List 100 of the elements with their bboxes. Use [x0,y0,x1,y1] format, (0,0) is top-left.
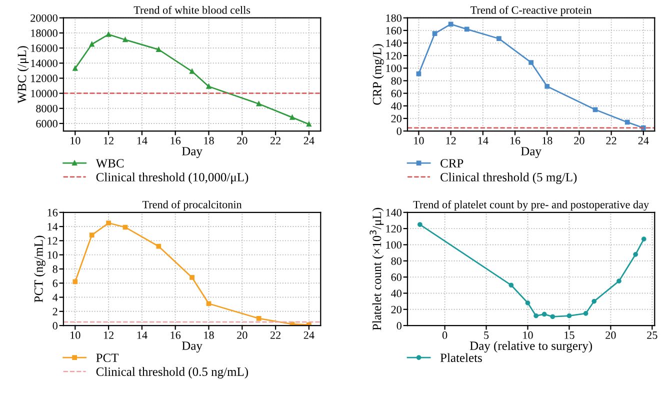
legend-label: Platelets [440,353,482,362]
x-tick-label: 20 [574,136,584,144]
y-tick-label: 4 [52,294,58,302]
y-tick-label: 10 [48,251,58,259]
y-tick-label: 0 [396,127,402,135]
y-tick-label: 20000 [30,14,58,22]
y-tick-label: 100 [386,241,402,249]
legend-label: Clinical threshold (5 mg/L) [440,172,577,184]
y-tick-label: 6 [52,280,58,288]
y-tick-label: 80 [391,257,402,265]
x-tick-label: 16 [170,136,181,144]
point [122,224,128,230]
x-tick-label: 14 [478,136,488,144]
y-tick-label: 120 [386,225,402,233]
x-tick-label: 10 [414,136,424,144]
y-tick-label: 12 [48,237,58,245]
point [156,244,162,249]
x-tick-label: 24 [638,136,649,144]
point [256,101,262,106]
chart-title: Trend of white blood cells [134,6,250,14]
point [583,310,588,316]
x-tick-label: 24 [304,136,314,144]
y-tick-label: 140 [386,208,402,216]
x-axis-title: Day [182,147,202,158]
legend-label: PCT [96,354,119,362]
y-tick-label: 40 [391,290,402,298]
x-tick-label: 24 [304,331,314,339]
point [641,236,646,242]
point [72,279,78,284]
x-tick-label: 12 [446,136,456,144]
legend-label: WBC [96,159,124,168]
x-tick-label: 25 [647,331,658,339]
y-tick-label: 6000 [36,120,58,128]
x-tick-label: 18 [542,136,552,144]
y-tick-label: 160 [386,26,402,34]
x-tick-label: 22 [270,331,280,339]
x-axis-title: Day [182,342,202,353]
x-tick-label: 10 [70,331,80,339]
point [592,298,597,304]
point [89,232,94,238]
legend-label: Clinical threshold (0.5 ng/mL) [96,367,248,379]
x-tick-label: 0 [442,331,448,339]
legend-label: CRP [440,159,464,168]
y-tick-label: 18000 [31,29,58,37]
y-tick-label: 14000 [31,60,58,68]
y-tick-label: 8000 [36,104,58,112]
x-tick-label: 18 [204,331,214,339]
chart-title: Trend of C-reactive protein [470,6,592,16]
x-tick-label: 15 [564,331,574,339]
x-tick-label: 22 [606,136,616,144]
point [616,278,622,284]
x-tick-label: 20 [237,331,248,339]
x-tick-label: 12 [104,331,114,339]
y-tick-label: 60 [391,274,402,282]
point [528,60,534,65]
x-tick-label: 16 [510,136,520,144]
y-tick-label: 40 [391,102,402,110]
y-tick-label: 14 [48,223,58,230]
y-tick-label: 140 [386,39,402,47]
y-tick-label: 20 [391,114,402,122]
x-axis-title: Day [521,147,542,158]
y-tick-label: 0 [396,322,402,330]
x-tick-label: 10 [523,331,533,339]
x-tick-label: 16 [170,331,181,339]
point [190,68,194,74]
y-tick-label: 80 [391,77,402,85]
point [256,316,262,321]
y-tick-label: 0 [52,322,58,330]
y-tick-label: 8 [52,265,58,273]
point [106,220,111,226]
point [89,42,94,47]
x-tick-label: 14 [137,331,148,339]
point [416,71,422,76]
point [448,22,454,27]
y-tick-label: 180 [386,14,402,22]
x-tick-label: 20 [237,136,248,144]
x-tick-label: 12 [104,136,114,144]
point [72,66,78,71]
y-tick-label: 120 [386,52,402,60]
y-axis-title: PCT (ng/mL) [34,236,46,302]
point [624,120,630,125]
y-tick-label: 100 [386,64,402,72]
y-tick-label: 10000 [31,90,58,98]
chart-title: Trend of procalcitonin [142,200,242,211]
point [542,312,547,317]
x-tick-label: 22 [270,136,280,144]
x-tick-label: 5 [484,332,489,339]
point [496,36,502,42]
point [417,222,422,227]
x-tick-label: 10 [70,136,80,144]
point [432,31,438,36]
point [534,313,538,318]
y-tick-label: 16 [48,208,58,216]
point [508,282,514,288]
x-tick-label: 18 [204,136,214,144]
y-axis-title: Platelet count (×10$^{3}$/μL) [370,208,384,330]
chart-title: Trend of platelet count by pre- and postoperative day [413,200,649,211]
y-axis-title: WBC (/μL) [17,46,29,104]
x-tick-label: 14 [137,136,148,144]
point [566,313,572,318]
